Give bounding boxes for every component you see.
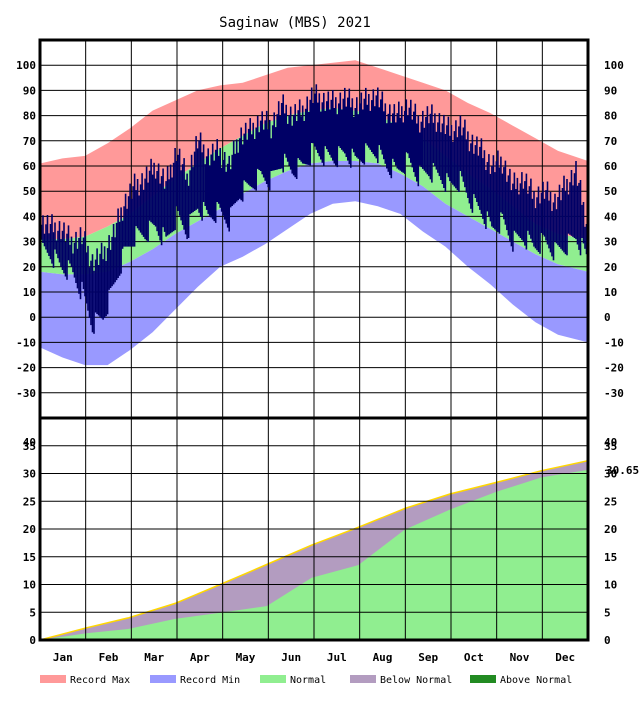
temperature-tick-label: 50 [604,185,617,198]
month-label: Jan [53,651,73,664]
legend-swatch [150,675,176,683]
temperature-tick-label: 60 [23,160,36,173]
legend-swatch [260,675,286,683]
month-label: Feb [99,651,119,664]
chart-title: Saginaw (MBS) 2021 [219,15,371,31]
legend-label: Normal [290,675,326,686]
precip-tick-label: 40 [604,436,617,449]
month-label: Mar [144,651,164,664]
temperature-tick-label: -30 [604,387,624,400]
precip-tick-label: 5 [29,606,36,619]
temperature-tick-label: 0 [604,311,611,324]
precip-tick-label: 30 [604,468,617,481]
temperature-tick-label: 10 [604,286,617,299]
legend-swatch [350,675,376,683]
precip-tick-label: 20 [23,523,36,536]
temperature-tick-label: 10 [23,286,36,299]
temperature-tick-label: -10 [604,336,624,349]
precip-tick-label: 30 [23,468,36,481]
daily-temperature-layer [39,84,588,334]
precip-tick-label: 20 [604,523,617,536]
temperature-tick-label: 30 [604,236,617,249]
legend-label: Below Normal [380,675,452,686]
precip-tick-label: 35 [604,440,617,453]
temperature-tick-label: 40 [604,210,617,223]
precip-tick-label: 0 [29,634,36,647]
precip-tick-label: 25 [23,495,36,508]
month-label: May [236,651,256,664]
legend-swatch [40,675,66,683]
temperature-tick-label: 80 [23,110,36,123]
precip-tick-label: 15 [23,551,36,564]
temperature-tick-label: -20 [604,362,624,375]
temperature-tick-label: 50 [23,185,36,198]
temperature-tick-label: 100 [604,59,624,72]
temperature-tick-label: 20 [23,261,36,274]
legend-swatch [470,675,496,683]
precip-tick-label: 25 [604,495,617,508]
temperature-tick-label: 60 [604,160,617,173]
temperature-tick-label: 80 [604,110,617,123]
temperature-tick-label: 90 [604,84,617,97]
legend-label: Record Max [70,675,130,686]
precip-tick-label: 15 [604,551,617,564]
month-label: Apr [190,651,210,664]
month-label: Nov [510,651,530,664]
month-label: Dec [555,651,575,664]
month-label: Aug [373,651,393,664]
temperature-tick-label: 40 [23,210,36,223]
month-label: Oct [464,651,484,664]
precipitation-panel-frame [38,416,590,642]
temperature-tick-label: 70 [604,135,617,148]
legend-label: Record Min [180,675,240,686]
month-label: Jul [327,651,347,664]
precip-tick-label: 10 [604,579,617,592]
precip-total-label: 30.65 [606,464,639,477]
month-label: Jun [281,651,301,664]
temperature-tick-label: -20 [16,362,36,375]
temperature-tick-label: 100 [16,59,36,72]
temperature-tick-label: 30 [23,236,36,249]
month-label: Sep [418,651,438,664]
temperature-tick-label: 0 [29,311,36,324]
precip-tick-label: 10 [23,579,36,592]
precip-tick-label: 0 [604,634,611,647]
legend: Record Max Record Min Normal Below Normal Ab… [40,675,572,686]
temperature-tick-label: -10 [16,336,36,349]
temperature-tick-label: 20 [604,261,617,274]
precip-tick-label: 40 [23,436,36,449]
precip-tick-label: 5 [604,606,611,619]
legend-label: Above Normal [500,675,572,686]
temperature-tick-label: -30 [16,387,36,400]
temperature-tick-label: 70 [23,135,36,148]
precip-tick-label: 35 [23,440,36,453]
temperature-tick-label: 90 [23,84,36,97]
